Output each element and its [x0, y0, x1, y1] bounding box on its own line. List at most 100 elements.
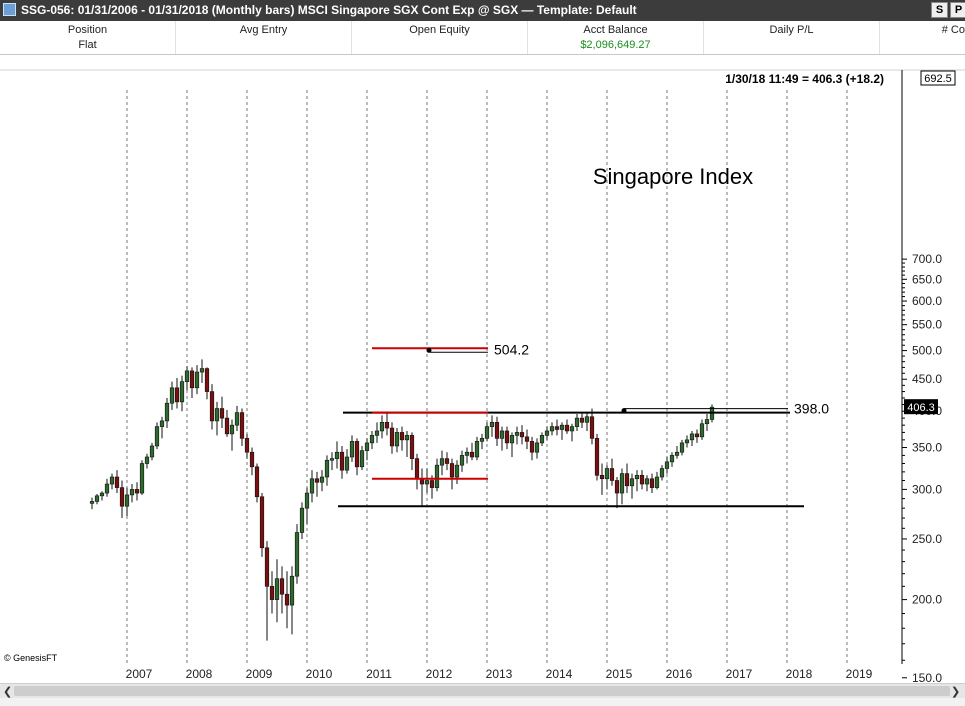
info-bar: Position Flat Avg Entry Open Equity Acct… [0, 21, 965, 55]
candle-body [529, 441, 535, 453]
y-tick-label: 300.0 [912, 482, 942, 496]
horizontal-scrollbar[interactable]: ❮ ❯ [0, 683, 965, 699]
candle-body [249, 451, 255, 468]
candle-body [519, 432, 525, 438]
candle-body [429, 480, 435, 488]
candle-body [579, 417, 585, 423]
candle-body [514, 432, 520, 436]
candle-body [694, 433, 700, 438]
top-price-tag: 692.5 [924, 73, 952, 85]
candle-body [554, 426, 560, 430]
candle-body [624, 473, 630, 487]
y-tick-label: 450.0 [912, 372, 942, 386]
candle-body [509, 435, 515, 444]
position-value: Flat [78, 39, 97, 51]
candle-body [479, 438, 485, 442]
p-button[interactable]: P [950, 2, 965, 18]
candle-body [304, 492, 310, 509]
candle-body [184, 370, 190, 382]
top-price-tag-box [920, 70, 956, 86]
candle-body [224, 417, 230, 435]
candle-body [279, 578, 285, 595]
candle-body [269, 586, 275, 600]
x-tick-label: 2017 [726, 667, 753, 681]
x-tick-label: 2016 [666, 667, 693, 681]
chart-area[interactable]: 150.0200.0250.0300.0350.0400.0450.0500.0… [0, 55, 965, 685]
quote-line: 1/30/18 11:49 = 406.3 (+18.2) [725, 72, 884, 86]
daily-pl-column: Daily P/L [704, 21, 880, 54]
candle-body [449, 463, 455, 478]
candle-body [209, 391, 215, 422]
candle-body [434, 464, 440, 488]
candle-body [534, 442, 540, 453]
candle-body [239, 412, 245, 439]
candle-body [454, 464, 460, 478]
candle-body [219, 408, 225, 419]
scrollbar-thumb[interactable] [14, 686, 950, 696]
x-tick-label: 2013 [486, 667, 513, 681]
s-button[interactable]: S [931, 2, 948, 18]
candle-body [569, 426, 575, 432]
candle-body [339, 451, 345, 471]
candle-body [469, 451, 475, 458]
scroll-right-icon[interactable]: ❯ [951, 686, 961, 698]
candle-body [289, 575, 295, 606]
candle-body [324, 459, 330, 478]
candle-body [359, 450, 365, 468]
candle-body [704, 419, 710, 425]
candle-body [609, 468, 615, 481]
candle-body [299, 507, 305, 533]
target-label: 504.2 [494, 341, 529, 357]
candle-body [424, 480, 430, 485]
candle-body [489, 422, 495, 427]
candle-body [364, 442, 370, 451]
candle-body [104, 483, 110, 494]
candle-body [524, 436, 530, 442]
candle-body [679, 442, 685, 453]
candle-body [254, 466, 260, 498]
y-tick-label: 250.0 [912, 532, 942, 546]
y-tick-label: 550.0 [912, 318, 942, 332]
copyright-label: © GenesisFT [4, 653, 58, 663]
candle-body [584, 416, 590, 423]
y-tick-label: 500.0 [912, 344, 942, 358]
candle-body [159, 420, 165, 427]
candle-body [139, 463, 145, 494]
candle-body [134, 489, 140, 494]
candle-body [129, 489, 135, 496]
x-tick-label: 2015 [606, 667, 633, 681]
candle-body [349, 441, 355, 458]
window-title: SSG-056: 01/31/2006 - 01/31/2018 (Monthl… [21, 3, 637, 17]
candle-body [124, 494, 130, 507]
candle-body [169, 387, 175, 404]
acct-balance-column: Acct Balance $2,096,649.27 [528, 21, 704, 54]
candle-body [174, 387, 180, 403]
candle-body [284, 593, 290, 606]
candle-body [444, 458, 450, 464]
candle-body [484, 426, 490, 439]
scroll-left-icon[interactable]: ❮ [3, 686, 13, 698]
candle-body [189, 370, 195, 389]
candle-body [544, 430, 550, 436]
open-equity-header: Open Equity [409, 24, 470, 36]
candle-body [214, 408, 220, 422]
candle-body [204, 368, 210, 392]
open-equity-column: Open Equity [352, 21, 528, 54]
price-chart[interactable]: 150.0200.0250.0300.0350.0400.0450.0500.0… [0, 55, 965, 685]
candle-body [499, 430, 505, 439]
candle-body [384, 422, 390, 429]
candle-body [319, 476, 325, 483]
candle-body [199, 368, 205, 373]
candle-body [674, 451, 680, 456]
candle-body [459, 455, 465, 466]
candle-body [689, 433, 695, 441]
candle-body [154, 426, 160, 447]
candle-body [109, 476, 115, 485]
candle-body [379, 422, 385, 432]
candle-body [409, 435, 415, 459]
x-tick-label: 2009 [246, 667, 273, 681]
candle-body [639, 474, 645, 485]
candle-body [684, 439, 690, 444]
candle-body [314, 478, 320, 483]
candle-body [399, 432, 405, 441]
